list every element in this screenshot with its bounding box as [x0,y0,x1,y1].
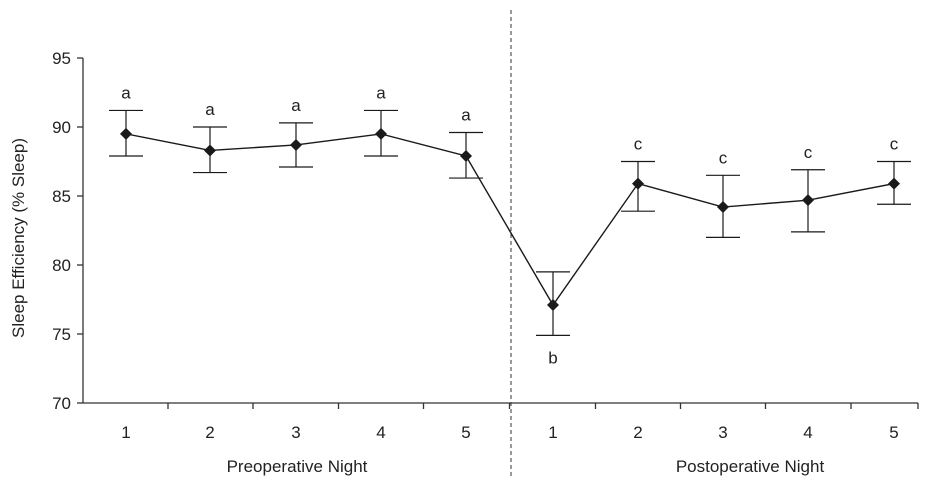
data-point-marker [888,177,900,190]
markers [120,127,900,312]
data-point-marker [802,194,814,207]
significance-label: c [890,135,899,154]
data-point-marker [204,144,216,157]
significance-label: a [376,83,386,102]
tick-labels: 70 75 80 85 90 95 1 2 3 4 5 1 2 3 4 5 [52,49,899,442]
x-tick-label: 4 [803,423,812,442]
data-point-marker [375,127,387,140]
x-group-label-postoperative: Postoperative Night [676,457,825,476]
significance-label: a [291,96,301,115]
significance-label: c [804,143,813,162]
x-tick-label: 2 [205,423,214,442]
x-tick-label: 1 [548,423,557,442]
significance-label: a [461,106,471,125]
y-tick-label: 95 [52,49,71,68]
y-tick-label: 90 [52,118,71,137]
significance-label: a [205,100,215,119]
axes [77,57,919,409]
y-tick-label: 75 [52,325,71,344]
error-bars [109,109,911,336]
y-tick-label: 70 [52,394,71,413]
significance-label: a [121,83,131,102]
data-point-marker [460,149,472,162]
significance-label: c [719,148,728,167]
x-tick-label: 3 [718,423,727,442]
x-tick-label: 4 [376,423,385,442]
x-tick-label: 1 [121,423,130,442]
series-line-group [125,133,895,307]
data-point-marker [547,299,559,312]
series-line [125,133,895,307]
x-tick-label: 5 [461,423,470,442]
data-point-marker [290,138,302,151]
y-tick-label: 85 [52,187,71,206]
x-group-label-preoperative: Preoperative Night [227,457,368,476]
x-tick-label: 5 [889,423,898,442]
y-axis-title: Sleep Efficiency (% Sleep) [9,138,28,338]
significance-label: b [548,348,557,367]
x-tick-label: 3 [291,423,300,442]
data-point-marker [632,177,644,190]
significance-label: c [634,135,643,154]
y-tick-label: 80 [52,256,71,275]
x-tick-label: 2 [633,423,642,442]
data-point-marker [120,127,132,140]
significance-labels: a a a a a b c c c c [121,83,898,367]
data-point-marker [717,201,729,214]
